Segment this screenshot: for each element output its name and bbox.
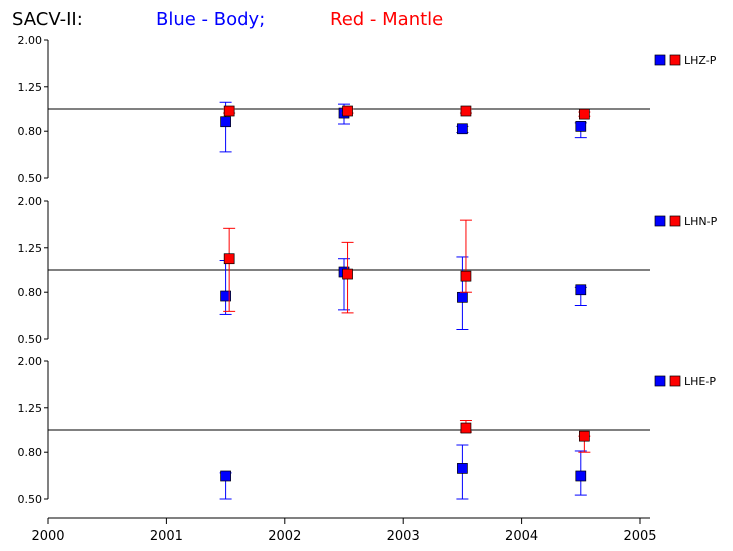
panel-label: LHE-P <box>684 375 716 388</box>
mantle-point <box>223 105 235 117</box>
panel-lhz-p: 2.00 1.25 0.80 0.50 LHZ-P <box>18 34 717 185</box>
mantle-point <box>579 430 590 442</box>
body-point <box>575 121 587 132</box>
x-tick-label: 2004 <box>505 529 538 544</box>
body-point <box>220 116 231 128</box>
mantle-point <box>460 105 472 117</box>
mantle-point <box>223 253 235 265</box>
y-tick-label: 0.50 <box>18 333 43 346</box>
body-point <box>457 463 468 474</box>
legend-mantle-marker <box>669 215 681 227</box>
legend-mantle-marker <box>669 375 681 387</box>
x-tick-label: 2002 <box>268 529 301 544</box>
legend-body-marker <box>654 215 666 227</box>
chart-title-blue: Blue - Body; <box>156 9 265 30</box>
panel-label: LHZ-P <box>684 54 717 67</box>
x-tick-label: 2001 <box>150 529 183 544</box>
body-point <box>220 470 231 482</box>
legend-body-marker <box>654 375 666 387</box>
mantle-point <box>460 422 472 434</box>
mantle-point <box>342 268 353 280</box>
body-point <box>220 290 231 302</box>
x-tick-label: 2003 <box>387 529 420 544</box>
x-tick-label: 2000 <box>31 529 64 544</box>
y-tick-label: 0.80 <box>18 446 43 459</box>
panel-label: LHN-P <box>684 215 718 228</box>
body-point <box>575 470 587 482</box>
x-tick-label: 2005 <box>623 529 656 544</box>
legend-mantle-marker <box>669 54 681 66</box>
y-tick-label: 2.00 <box>18 195 43 208</box>
mantle-point <box>342 105 353 117</box>
panels-group: 2.00 1.25 0.80 0.50 LHZ-P 2.00 1.25 0.80 0.50 LHN… <box>18 34 718 506</box>
x-axis: 2000 2001 2002 2003 2004 2005 <box>31 517 657 544</box>
body-point <box>457 291 468 303</box>
y-tick-label: 0.50 <box>18 493 43 506</box>
chart-title-prefix: SACV-II: <box>12 9 83 30</box>
mantle-point <box>460 270 472 282</box>
y-tick-label: 1.25 <box>18 402 43 415</box>
body-point <box>457 123 468 135</box>
panel-lhn-p: 2.00 1.25 0.80 0.50 LHN-P <box>18 195 718 346</box>
mantle-point <box>579 108 590 120</box>
panel-lhe-p: 2.00 1.25 0.80 0.50 LHE-P <box>18 355 717 506</box>
y-tick-label: 1.25 <box>18 242 43 255</box>
y-tick-label: 2.00 <box>18 34 43 47</box>
y-tick-label: 0.80 <box>18 286 43 299</box>
body-point <box>575 284 587 296</box>
y-tick-label: 1.25 <box>18 81 43 94</box>
y-tick-label: 2.00 <box>18 355 43 368</box>
y-tick-label: 0.80 <box>18 125 43 138</box>
y-tick-label: 0.50 <box>18 172 43 185</box>
legend-body-marker <box>654 54 666 66</box>
chart-title-red: Red - Mantle <box>330 9 443 30</box>
